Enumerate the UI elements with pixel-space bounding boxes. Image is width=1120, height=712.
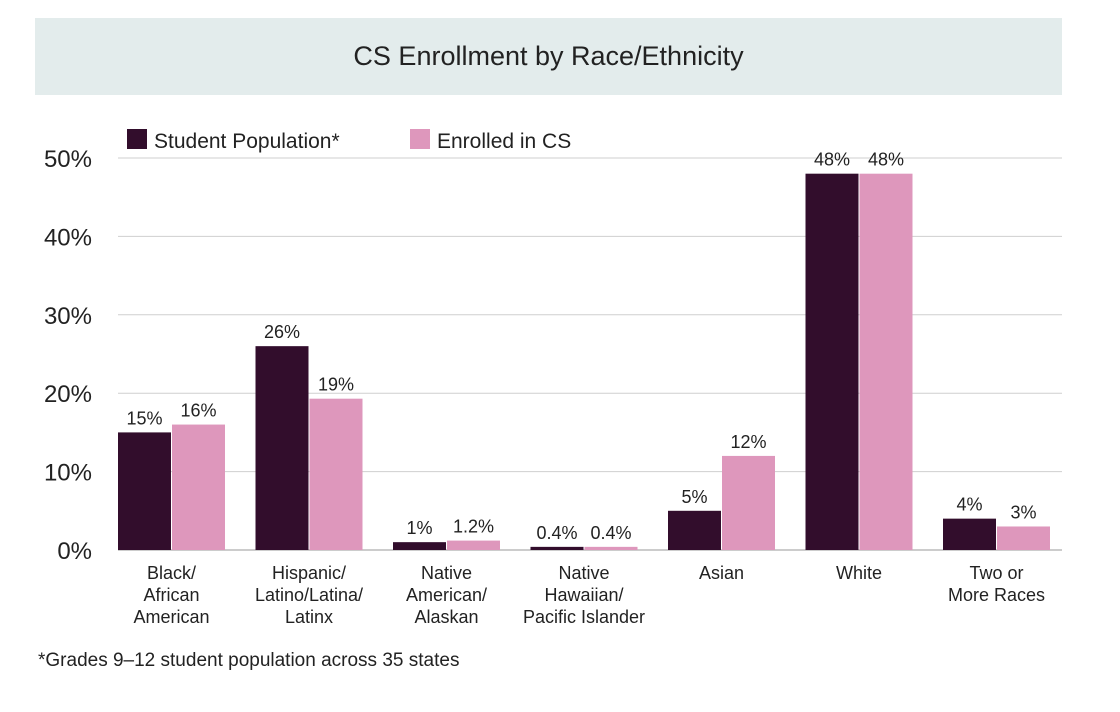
- data-label: 1%: [406, 518, 432, 538]
- bar: [309, 398, 363, 550]
- y-tick-label: 30%: [44, 303, 92, 330]
- data-label: 1.2%: [453, 517, 494, 537]
- x-tick-label: Native: [558, 563, 609, 583]
- y-tick-label: 0%: [57, 538, 92, 565]
- data-label: 0.4%: [536, 523, 577, 543]
- x-tick-label: Hispanic/: [272, 563, 346, 583]
- data-label: 12%: [730, 432, 766, 452]
- x-tick-label: Native: [421, 563, 472, 583]
- x-tick-label: Latino/Latina/: [255, 585, 363, 605]
- chart-title-band: CS Enrollment by Race/Ethnicity: [35, 18, 1062, 95]
- bar: [118, 432, 171, 550]
- bar: [255, 346, 309, 550]
- bar: [172, 424, 225, 550]
- bar: [530, 546, 584, 550]
- chart-footnote: *Grades 9–12 student population across 3…: [38, 650, 460, 671]
- x-tick-label: Hawaiian/: [544, 585, 623, 605]
- legend-label: Enrolled in CS: [437, 130, 571, 153]
- x-tick-label: Two or: [969, 563, 1023, 583]
- data-label: 5%: [681, 487, 707, 507]
- data-label: 15%: [126, 408, 162, 428]
- legend-swatch: [127, 129, 147, 149]
- x-tick-label: American/: [406, 585, 487, 605]
- bar: [447, 540, 500, 550]
- data-label: 16%: [180, 401, 216, 421]
- y-tick-label: 10%: [44, 460, 92, 487]
- bar: [722, 455, 775, 550]
- y-tick-label: 20%: [44, 381, 92, 408]
- x-tick-label: White: [836, 563, 882, 583]
- legend-swatch: [410, 129, 430, 149]
- x-tick-label: Asian: [699, 563, 744, 583]
- data-label: 3%: [1010, 502, 1036, 522]
- bar: [805, 173, 859, 550]
- data-label: 0.4%: [590, 523, 631, 543]
- bar: [859, 173, 913, 550]
- x-tick-label: African: [143, 585, 199, 605]
- bar: [997, 526, 1050, 550]
- data-label: 48%: [868, 150, 904, 170]
- chart-title: CS Enrollment by Race/Ethnicity: [353, 41, 744, 71]
- bar: [393, 542, 446, 550]
- bar: [943, 518, 996, 550]
- y-tick-label: 40%: [44, 224, 92, 251]
- data-label: 26%: [264, 322, 300, 342]
- x-tick-label: Latinx: [285, 607, 333, 627]
- x-tick-label: American: [133, 607, 209, 627]
- data-label: 48%: [814, 150, 850, 170]
- x-tick-label: Black/: [147, 563, 196, 583]
- data-label: 4%: [956, 495, 982, 515]
- x-tick-label: More Races: [948, 585, 1045, 605]
- legend-label: Student Population*: [154, 130, 340, 153]
- data-label: 19%: [318, 375, 354, 395]
- x-tick-label: Pacific Islander: [523, 607, 645, 627]
- bar: [668, 510, 721, 550]
- bar: [584, 546, 638, 550]
- y-tick-label: 50%: [44, 146, 92, 173]
- x-tick-label: Alaskan: [414, 607, 478, 627]
